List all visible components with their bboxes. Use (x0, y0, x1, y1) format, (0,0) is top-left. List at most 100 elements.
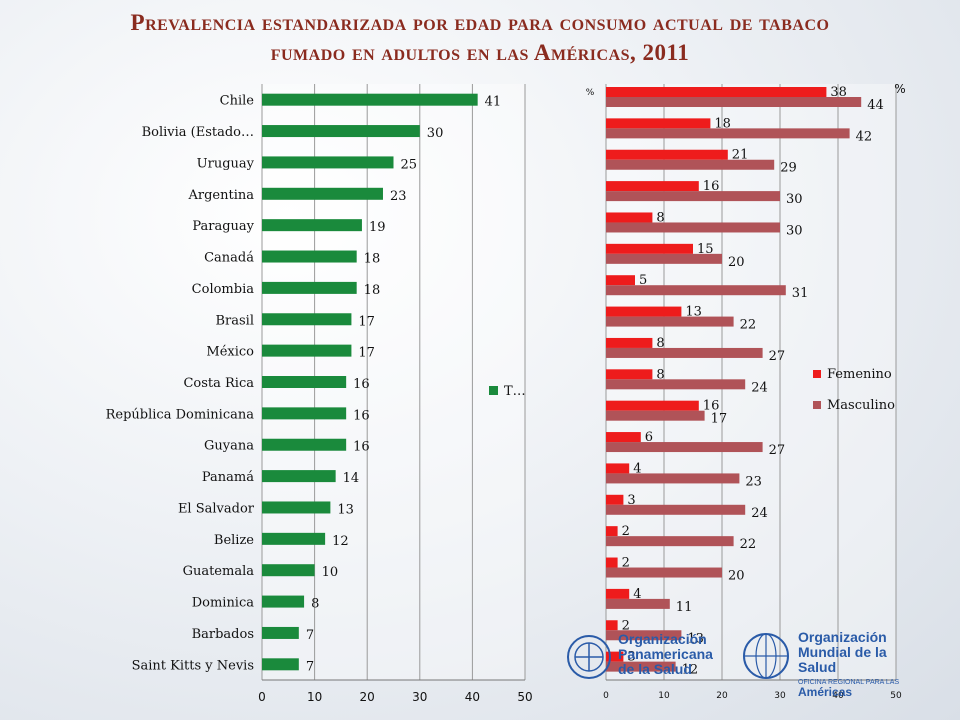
total-value-label: 12 (332, 534, 349, 549)
country-label: Dominica (192, 596, 255, 611)
masculino-value-label: 31 (792, 286, 809, 301)
country-label: México (206, 345, 254, 360)
masculino-value-label: 30 (786, 223, 803, 238)
total-bar (262, 532, 326, 545)
left-x-tick-label: 40 (465, 690, 480, 704)
masculino-bar (606, 159, 775, 170)
right-x-tick-label: 50 (890, 691, 902, 701)
masculino-value-label: 30 (786, 192, 803, 207)
masculino-value-label: 29 (780, 161, 797, 176)
country-label: Paraguay (192, 219, 254, 234)
femenino-bar (606, 275, 635, 286)
total-bar (262, 344, 352, 357)
masculino-bar (606, 536, 734, 547)
country-label: República Dominicana (106, 407, 255, 422)
chart-title-line2: fumado en adultos en las Américas, 2011 (270, 40, 690, 65)
left-x-tick-label: 10 (307, 690, 322, 704)
femenino-value-label: 2 (622, 556, 630, 571)
total-bar (262, 187, 383, 200)
country-label: Barbados (192, 627, 254, 642)
ops-emblem-icon (567, 635, 611, 679)
femenino-value-label: 2 (622, 618, 630, 633)
masculino-bar (606, 128, 850, 139)
masculino-bar (606, 442, 763, 453)
legend-swatch-total (489, 386, 498, 395)
masculino-bar (606, 598, 670, 609)
total-bar (262, 564, 315, 577)
femenino-value-label: 3 (627, 493, 635, 508)
femenino-value-label: 21 (732, 148, 749, 163)
femenino-bar (606, 369, 653, 380)
right-unit-label-left: % (586, 88, 595, 98)
total-bar (262, 470, 336, 483)
femenino-value-label: 16 (703, 179, 720, 194)
total-value-label: 17 (358, 314, 375, 329)
total-value-label: 19 (369, 220, 386, 235)
total-bar (262, 658, 299, 671)
country-label: Canadá (204, 251, 254, 266)
masculino-value-label: 24 (751, 380, 768, 395)
masculino-value-label: 27 (769, 443, 786, 458)
masculino-value-label: 11 (676, 600, 693, 615)
femenino-value-label: 3 (627, 650, 635, 665)
femenino-value-label: 38 (830, 85, 847, 100)
masculino-bar (606, 661, 676, 672)
femenino-bar (606, 651, 624, 662)
total-value-label: 41 (485, 95, 502, 110)
total-value-label: 17 (358, 346, 375, 361)
total-bar (262, 626, 299, 639)
femenino-bar (606, 620, 618, 631)
right-x-tick-label: 40 (832, 691, 844, 701)
oms-name-line3: Américas (798, 685, 853, 699)
country-label: Costa Rica (183, 376, 254, 391)
right-unit-label-right: % (894, 82, 905, 96)
total-value-label: 13 (337, 502, 354, 517)
ops-logo: Organización Panamericana de la Salud (566, 632, 726, 684)
country-label: Brasil (215, 313, 254, 328)
total-bar (262, 250, 357, 263)
masculino-bar (606, 285, 786, 296)
femenino-bar (606, 212, 653, 223)
femenino-value-label: 4 (633, 461, 641, 476)
femenino-value-label: 5 (639, 273, 647, 288)
oms-sub: OFICINA REGIONAL PARA LAS (798, 679, 900, 686)
right-x-tick-label: 30 (774, 691, 786, 701)
masculino-bar (606, 316, 734, 327)
total-value-label: 7 (306, 659, 314, 674)
country-label: Belize (214, 533, 254, 548)
femenino-bar (606, 306, 682, 317)
femenino-bar (606, 149, 728, 160)
legend-label-masculino: Masculino (827, 398, 895, 413)
right-x-tick-label: 20 (716, 691, 728, 701)
total-value-label: 18 (364, 252, 381, 267)
total-bar (262, 156, 394, 169)
total-value-label: 18 (364, 283, 381, 298)
masculino-bar (606, 253, 722, 264)
ops-name-line3: de la Salud (618, 661, 692, 677)
masculino-value-label: 24 (751, 506, 768, 521)
femenino-value-label: 8 (656, 210, 664, 225)
legend-swatch-masculino (813, 401, 821, 409)
total-value-label: 16 (353, 440, 370, 455)
masculino-bar (606, 567, 722, 578)
masculino-bar (606, 97, 862, 107)
left-x-tick-label: 50 (517, 690, 532, 704)
oms-logo: Organización Mundial de la Salud OFICINA… (742, 630, 922, 698)
femenino-bar (606, 588, 630, 599)
legend-label-total: T… (504, 384, 526, 399)
masculino-bar (606, 504, 746, 515)
who-emblem-icon (743, 633, 789, 679)
femenino-bar (606, 118, 711, 129)
femenino-bar (606, 494, 624, 505)
country-label: Chile (220, 94, 255, 109)
total-value-label: 8 (311, 597, 319, 612)
right-x-tick-label: 0 (603, 691, 609, 701)
femenino-value-label: 18 (714, 116, 731, 131)
femenino-bar (606, 432, 641, 443)
total-bar (262, 125, 420, 138)
chart-title-line1: Prevalencia estandarizada por edad para … (130, 10, 830, 35)
total-value-label: 16 (353, 377, 370, 392)
total-bar (262, 376, 347, 388)
left-x-tick-label: 30 (412, 690, 427, 704)
